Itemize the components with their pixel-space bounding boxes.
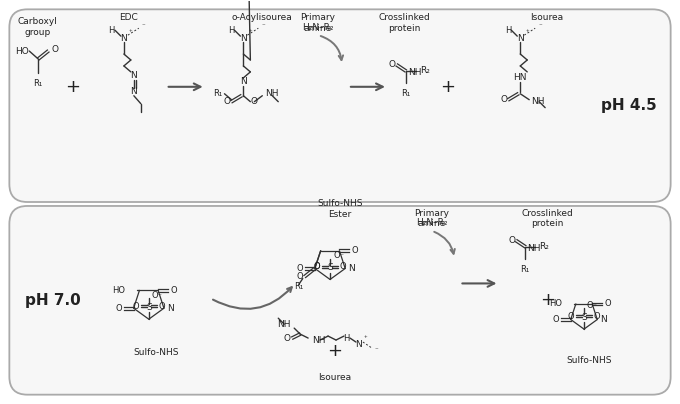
Text: ⁻: ⁻ <box>142 23 146 29</box>
Text: ⁺: ⁺ <box>129 30 133 36</box>
Text: ⁻: ⁻ <box>261 23 265 29</box>
Text: O⁻: O⁻ <box>333 251 344 260</box>
Text: S: S <box>581 313 587 322</box>
Text: O: O <box>552 315 559 324</box>
Text: H: H <box>505 26 511 35</box>
Text: O: O <box>313 262 320 271</box>
Text: ⁺: ⁺ <box>364 336 368 342</box>
Text: ⁺: ⁺ <box>248 30 252 36</box>
Text: ⁺: ⁺ <box>525 30 529 36</box>
Text: O: O <box>604 299 611 309</box>
Text: N: N <box>240 34 247 43</box>
Text: O: O <box>224 97 231 106</box>
Text: NH: NH <box>265 89 279 98</box>
Text: N: N <box>600 315 607 324</box>
Text: HO: HO <box>16 46 29 55</box>
Text: O: O <box>389 61 396 69</box>
Text: ⁻: ⁻ <box>375 347 379 353</box>
Text: N: N <box>517 34 524 43</box>
Text: O: O <box>296 264 303 273</box>
Text: H₂N–R₂: H₂N–R₂ <box>303 23 334 32</box>
Text: Crosslinked
protein: Crosslinked protein <box>379 13 430 33</box>
Text: N: N <box>120 34 127 43</box>
Text: Carboxyl
group: Carboxyl group <box>17 17 57 37</box>
Text: Primary
amine: Primary amine <box>414 209 449 228</box>
Text: R₁: R₁ <box>294 282 303 291</box>
Text: pH 4.5: pH 4.5 <box>601 98 657 113</box>
FancyBboxPatch shape <box>10 206 670 395</box>
Text: +: + <box>328 342 343 360</box>
Text: O: O <box>313 262 320 271</box>
Text: H: H <box>343 334 350 343</box>
Text: Isourea: Isourea <box>530 13 564 22</box>
Text: +: + <box>65 78 81 96</box>
Text: O: O <box>508 236 515 245</box>
Text: o-Acylisourea: o-Acylisourea <box>232 13 292 22</box>
Text: N: N <box>348 264 355 273</box>
Text: NH: NH <box>312 336 326 345</box>
Text: O: O <box>115 304 122 313</box>
Text: R₁: R₁ <box>521 265 530 274</box>
Text: R₁: R₁ <box>33 79 43 88</box>
Text: HN: HN <box>513 74 527 82</box>
Text: O⁻: O⁻ <box>152 291 163 300</box>
Text: H: H <box>109 26 115 35</box>
Text: N: N <box>131 87 137 96</box>
Text: O: O <box>283 334 290 343</box>
Text: O: O <box>132 302 139 311</box>
Text: S: S <box>327 263 333 272</box>
Text: R₁: R₁ <box>401 89 410 98</box>
Text: S: S <box>146 303 152 312</box>
Text: H: H <box>228 26 235 35</box>
Text: EDC: EDC <box>120 13 138 22</box>
Text: N: N <box>356 339 362 349</box>
Text: +: + <box>540 291 555 309</box>
Text: O: O <box>352 246 358 255</box>
Text: Crosslinked
protein: Crosslinked protein <box>522 209 573 228</box>
Text: Isourea: Isourea <box>318 373 352 382</box>
Text: NH: NH <box>531 97 545 106</box>
Text: R₂: R₂ <box>539 242 549 251</box>
Text: O⁻: O⁻ <box>587 301 598 310</box>
Text: R₂: R₂ <box>420 66 430 76</box>
Text: O: O <box>170 286 177 295</box>
Text: O: O <box>250 97 257 106</box>
Text: N: N <box>167 304 173 313</box>
Text: Sulfo-NHS: Sulfo-NHS <box>566 356 612 365</box>
Text: HO: HO <box>112 286 126 295</box>
Text: O: O <box>500 95 507 104</box>
Text: R₁: R₁ <box>214 89 222 98</box>
Text: O: O <box>340 262 347 271</box>
Text: Sulfo-NHS: Sulfo-NHS <box>133 349 179 358</box>
Text: H₂N–R₂: H₂N–R₂ <box>416 218 447 227</box>
Text: O: O <box>51 44 58 54</box>
Text: Primary
amine: Primary amine <box>301 13 336 33</box>
Text: pH 7.0: pH 7.0 <box>25 293 81 308</box>
Text: Sulfo-NHS
Ester: Sulfo-NHS Ester <box>318 199 362 219</box>
Text: O: O <box>594 312 600 321</box>
Text: HO: HO <box>549 299 562 309</box>
Text: N: N <box>131 72 137 80</box>
Text: +: + <box>440 78 455 96</box>
Text: O: O <box>567 312 574 321</box>
Text: NH: NH <box>527 244 541 253</box>
Text: O: O <box>158 302 165 311</box>
Text: ⁻: ⁻ <box>538 23 542 29</box>
Text: NH: NH <box>277 320 290 329</box>
FancyBboxPatch shape <box>10 9 670 202</box>
Text: N: N <box>240 77 247 86</box>
Text: O: O <box>296 272 303 281</box>
Text: NH: NH <box>408 68 421 78</box>
